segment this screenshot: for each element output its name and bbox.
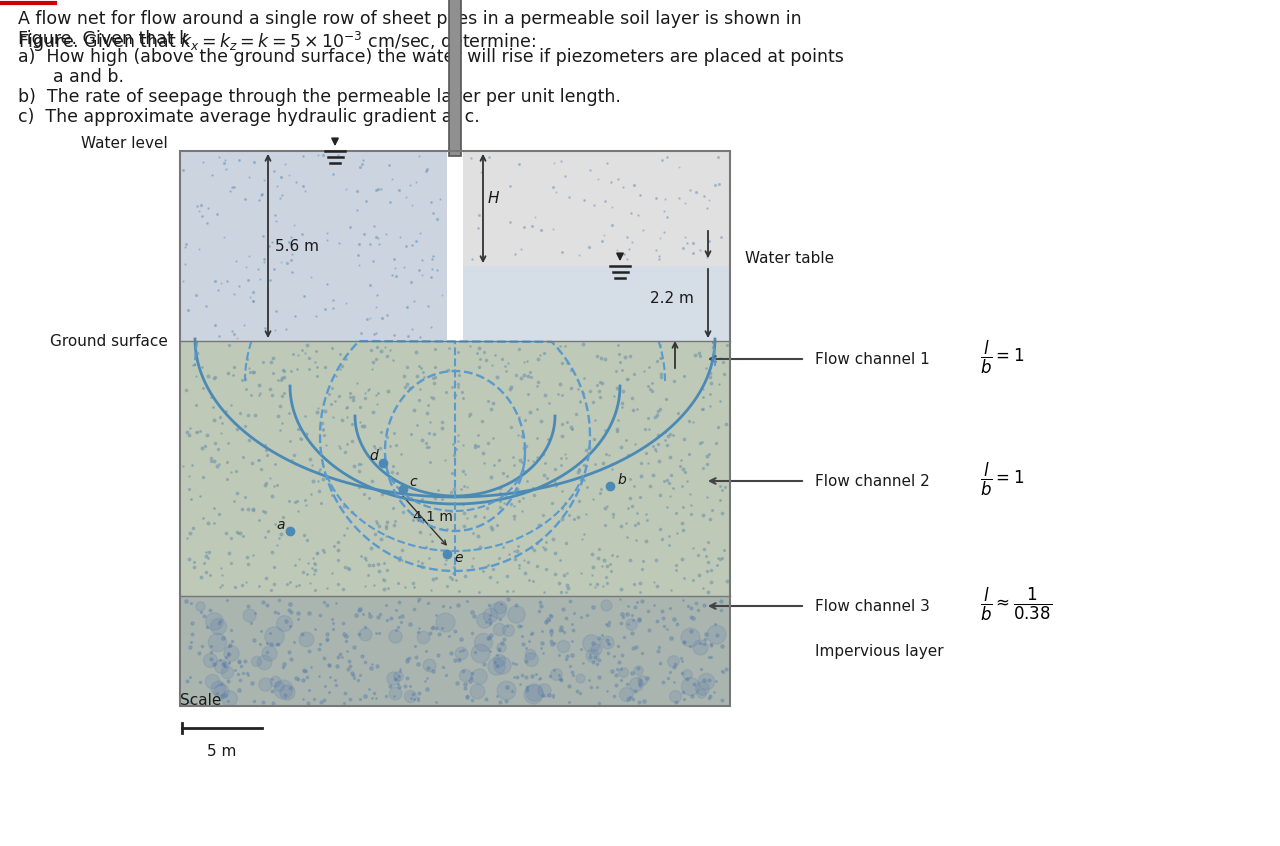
Text: $\dfrac{l}{b} = 1$: $\dfrac{l}{b} = 1$ (980, 460, 1024, 497)
Text: 4.1 m: 4.1 m (413, 509, 453, 524)
Bar (180, 151, 730, 706)
Bar (180, 151, 447, 341)
Text: Impervious layer: Impervious layer (815, 644, 943, 658)
Text: Ground surface: Ground surface (50, 333, 168, 349)
Bar (449, 0, 461, 156)
Text: Water level: Water level (81, 135, 168, 151)
Bar (180, 596, 730, 706)
Text: 5.6 m: 5.6 m (275, 239, 319, 254)
Bar (463, 266, 730, 341)
Text: A flow net for flow around a single row of sheet piles in a permeable soil layer: A flow net for flow around a single row … (18, 10, 801, 28)
Text: Scale: Scale (180, 693, 221, 708)
Text: a: a (276, 518, 284, 532)
Text: c: c (410, 475, 416, 489)
Bar (180, 341, 730, 596)
Text: $\dfrac{l}{b} = 1$: $\dfrac{l}{b} = 1$ (980, 338, 1024, 376)
Text: b)  The rate of seepage through the permeable layer per unit length.: b) The rate of seepage through the perme… (18, 88, 621, 106)
Text: a)  How high (above the ground surface) the water will rise if piezometers are p: a) How high (above the ground surface) t… (18, 48, 844, 66)
Text: 5 m: 5 m (207, 744, 237, 759)
Bar (463, 151, 730, 266)
Text: $\dfrac{l}{b} \approx \dfrac{1}{0.38}$: $\dfrac{l}{b} \approx \dfrac{1}{0.38}$ (980, 585, 1052, 623)
Text: c)  The approximate average hydraulic gradient at c.: c) The approximate average hydraulic gra… (18, 108, 480, 126)
Text: H: H (488, 191, 499, 206)
Text: d: d (369, 449, 378, 463)
Text: Flow channel 1: Flow channel 1 (815, 351, 929, 366)
Text: 2.2 m: 2.2 m (650, 291, 694, 306)
Text: Figure. Given that $k_x = k_z = k = 5 \times 10^{-3}$ cm/sec, determine:: Figure. Given that $k_x = k_z = k = 5 \t… (18, 30, 536, 54)
Text: Flow channel 2: Flow channel 2 (815, 474, 929, 488)
Text: a and b.: a and b. (52, 68, 124, 86)
Text: b: b (618, 473, 627, 487)
Text: e: e (454, 551, 462, 565)
Text: Water table: Water table (745, 250, 835, 266)
Text: Flow channel 3: Flow channel 3 (815, 598, 929, 613)
Text: Figure. Given that k: Figure. Given that k (18, 30, 189, 48)
